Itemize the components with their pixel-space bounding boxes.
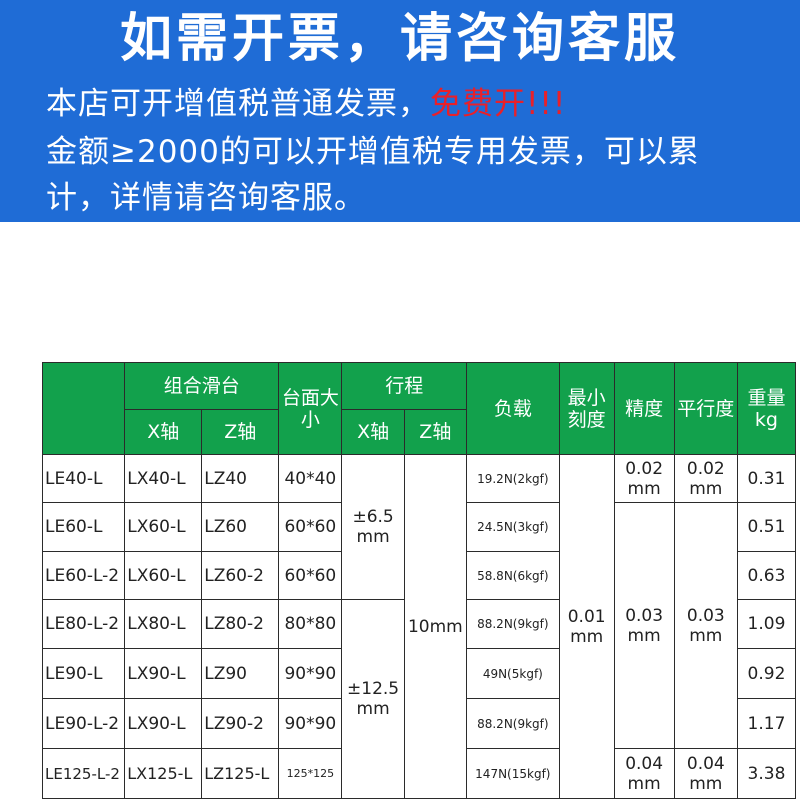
z-axis-cell: LZ60: [201, 502, 280, 552]
table-row: LE60-L-2 LX60-L LZ60-2 60*60 58.8N(6kgf)…: [41, 551, 797, 600]
precision-top-cell: 0.02 mm: [613, 454, 675, 503]
precision-header: 精度: [613, 362, 675, 455]
x-axis-cell: LX125-L: [124, 748, 203, 799]
size-cell: 125*125: [278, 748, 343, 799]
banner-line-1-text: 本店可开增值税普通发票，: [46, 86, 430, 122]
size-cell: 40*40: [278, 454, 343, 503]
model-cell: LE90-L: [41, 648, 126, 699]
stroke-z-header: Z轴: [403, 409, 467, 455]
weight-cell: 0.63: [736, 551, 797, 600]
table-row: LE90-L-2 LX90-L LZ90-2 90*90 88.2N(9kgf)…: [41, 698, 797, 749]
weight-header: 重量kg: [736, 362, 797, 455]
z-axis-cell: LZ40: [201, 454, 280, 503]
z-axis-cell: LZ90: [201, 648, 280, 699]
load-cell: 19.2N(2kgf): [465, 454, 560, 503]
model-cell: LE60-L: [41, 502, 126, 552]
stroke-x-small-cell: ±6.5 mm: [341, 454, 405, 600]
x-axis-cell: LX60-L: [124, 502, 203, 552]
weight-cell: 0.92: [736, 648, 797, 699]
free-highlight: 免费开!!!: [430, 86, 567, 122]
x-axis-cell: LX80-L: [124, 599, 203, 649]
weight-cell: 1.09: [736, 599, 797, 649]
z-axis-cell: LZ90-2: [201, 698, 280, 749]
model-cell: LE60-L-2: [41, 551, 126, 600]
invoice-banner: 如需开票，请咨询客服 本店可开增值税普通发票，免费开!!! 金额≥2000的可以…: [0, 0, 800, 222]
parallelism-header: 平行度: [673, 362, 738, 455]
combo-header: 组合滑台: [124, 362, 280, 410]
weight-cell: 0.31: [736, 454, 797, 503]
load-cell: 147N(15kgf): [465, 748, 560, 799]
size-cell: 80*80: [278, 599, 343, 649]
size-cell: 90*90: [278, 648, 343, 699]
parallel-top-cell: 0.02 mm: [673, 454, 738, 503]
banner-line-1: 本店可开增值税普通发票，免费开!!!: [46, 84, 566, 124]
model-header: [41, 362, 126, 455]
model-cell: LE80-L-2: [41, 599, 126, 649]
load-cell: 88.2N(9kgf): [465, 698, 560, 749]
weight-cell: 0.51: [736, 502, 797, 552]
x-axis-cell: LX90-L: [124, 698, 203, 749]
min-scale-header: 最小刻度: [558, 362, 615, 455]
stroke-x-large-cell: ±12.5 mm: [341, 599, 405, 799]
size-cell: 60*60: [278, 551, 343, 600]
size-cell: 90*90: [278, 698, 343, 749]
table-row: LE60-L LX60-L LZ60 60*60 24.5N(3kgf) 0.0…: [41, 502, 797, 749]
size-cell: 60*60: [278, 502, 343, 552]
x-axis-cell: LX60-L: [124, 551, 203, 600]
load-cell: 88.2N(9kgf): [465, 599, 560, 649]
table-row: LE80-L-2 LX80-L LZ80-2 80*80 ±12.5 mm 88…: [41, 599, 797, 799]
precision-bottom-cell: 0.04 mm: [613, 748, 675, 799]
weight-cell: 1.17: [736, 698, 797, 749]
load-cell: 49N(5kgf): [465, 648, 560, 699]
parallel-bottom-cell: 0.04 mm: [673, 748, 738, 799]
x-axis-cell: LX40-L: [124, 454, 203, 503]
load-cell: 24.5N(3kgf): [465, 502, 560, 552]
z-axis-cell: LZ80-2: [201, 599, 280, 649]
model-cell: LE40-L: [41, 454, 126, 503]
table-size-header: 台面大小: [278, 362, 343, 455]
model-cell: LE125-L-2: [41, 748, 126, 799]
weight-cell: 3.38: [736, 748, 797, 799]
banner-line-3: 计，详情请咨询客服。: [46, 180, 366, 216]
load-cell: 58.8N(6kgf): [465, 551, 560, 600]
model-cell: LE90-L-2: [41, 698, 126, 749]
banner-title: 如需开票，请咨询客服: [119, 9, 680, 69]
table-row: LE125-L-2 LX125-L LZ125-L 125*125 147N(1…: [41, 748, 797, 799]
z-axis-cell: LZ125-L: [201, 748, 280, 799]
z-axis-cell: LZ60-2: [201, 551, 280, 600]
stroke-header: 行程: [341, 362, 467, 410]
combo-z-header: Z轴: [201, 409, 280, 455]
load-header: 负载: [465, 362, 560, 455]
x-axis-cell: LX90-L: [124, 648, 203, 699]
combo-x-header: X轴: [124, 409, 203, 455]
spec-table: 组合滑台 台面大小 行程 负载 最小刻度 精度 平行度 重量kg X轴 Z轴 X…: [41, 362, 797, 799]
min-scale-cell: 0.01 mm: [558, 454, 615, 799]
table-row: LE40-L LX40-L LZ40 40*40 ±6.5 mm 10mm 19…: [41, 454, 797, 799]
stroke-z-cell: 10mm: [403, 454, 467, 799]
banner-line-2: 金额≥2000的可以开增值税专用发票，可以累: [46, 134, 700, 170]
stroke-x-header: X轴: [341, 409, 405, 455]
precision-mid-cell: 0.03 mm: [613, 502, 675, 749]
parallel-mid-cell: 0.03 mm: [673, 502, 738, 749]
